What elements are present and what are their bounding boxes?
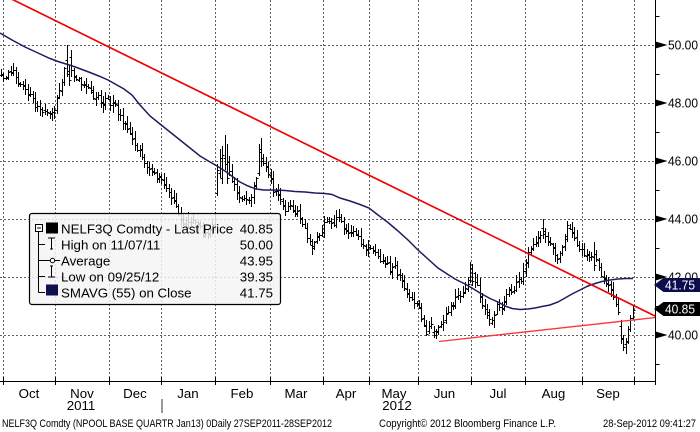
svg-text:Apr: Apr (336, 386, 357, 401)
svg-text:46.00: 46.00 (668, 154, 698, 169)
svg-text:41.75: 41.75 (665, 278, 695, 293)
svg-text:High on 11/07/11: High on 11/07/11 (61, 238, 160, 253)
svg-text:Jul: Jul (490, 386, 507, 401)
svg-text:Jun: Jun (434, 386, 455, 401)
svg-text:Dec: Dec (123, 386, 147, 401)
svg-text:May: May (381, 386, 406, 401)
svg-text:40.85: 40.85 (240, 222, 273, 237)
svg-text:Low on 09/25/12: Low on 09/25/12 (61, 270, 159, 285)
svg-text:44.00: 44.00 (668, 212, 698, 227)
svg-text:50.00: 50.00 (668, 38, 698, 53)
svg-text:Aug: Aug (542, 386, 566, 401)
svg-text:NELF3Q Comdty - Last Price: NELF3Q Comdty - Last Price (61, 222, 233, 237)
svg-text:SMAVG (55) on Close: SMAVG (55) on Close (61, 286, 192, 301)
svg-text:Copyright© 2012 Bloomberg Fina: Copyright© 2012 Bloomberg Finance L.P. (379, 418, 556, 430)
svg-text:40.85: 40.85 (665, 302, 695, 317)
svg-text:NELF3Q Comdty (NPOOL BASE QUAR: NELF3Q Comdty (NPOOL BASE QUARTR Jan13) … (2, 418, 332, 430)
svg-text:40.00: 40.00 (668, 328, 698, 343)
svg-text:Jan: Jan (177, 386, 198, 401)
svg-text:Average: Average (61, 254, 110, 269)
svg-text:39.35: 39.35 (240, 270, 273, 285)
svg-text:43.95: 43.95 (240, 254, 273, 269)
svg-text:Oct: Oct (19, 386, 40, 401)
svg-text:Sep: Sep (596, 386, 620, 401)
svg-text:Nov: Nov (70, 386, 94, 401)
svg-text:41.75: 41.75 (240, 286, 273, 301)
svg-text:48.00: 48.00 (668, 96, 698, 111)
svg-text:50.00: 50.00 (240, 238, 273, 253)
svg-text:Feb: Feb (231, 386, 254, 401)
svg-text:2011: 2011 (67, 398, 96, 413)
svg-text:Mar: Mar (285, 386, 308, 401)
svg-text:2012: 2012 (382, 398, 412, 413)
svg-text:28-Sep-2012 09:41:27: 28-Sep-2012 09:41:27 (603, 418, 696, 430)
